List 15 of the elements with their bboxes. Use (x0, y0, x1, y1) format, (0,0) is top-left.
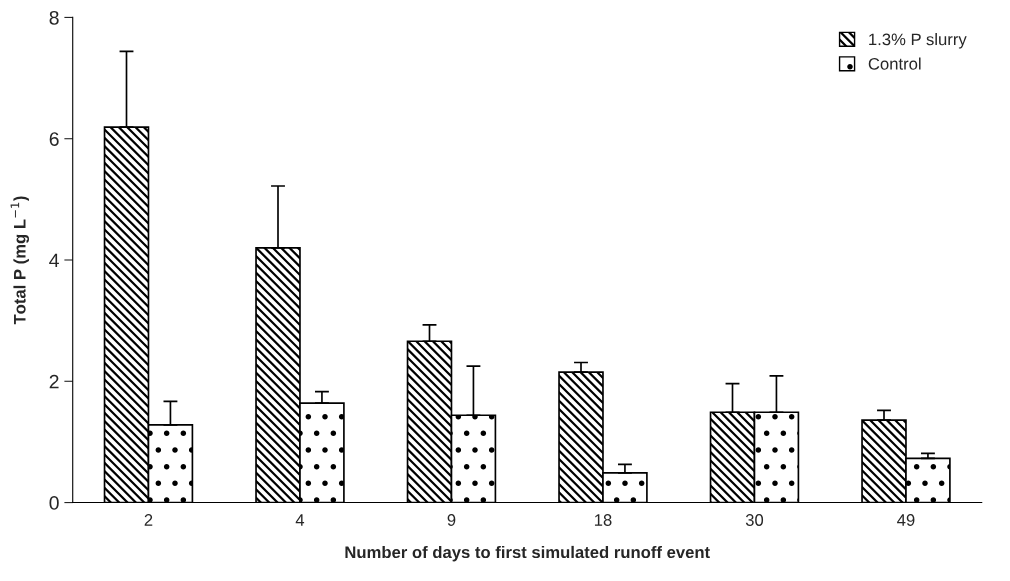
x-tick-label: 4 (295, 514, 305, 526)
y-tick-label: 4 (49, 253, 59, 268)
x-axis-title: Number of days to first simulated runoff event (345, 545, 710, 562)
y-tick-label: 0 (49, 496, 59, 510)
y-tick-label: 6 (49, 132, 59, 146)
x-tick-label: 18 (594, 514, 612, 526)
x-tick-label: 2 (144, 514, 153, 526)
y-axis-title: Total P (mg L$^{−1}$) (10, 196, 30, 325)
legend-label: 1.3% P slurry (869, 33, 967, 49)
y-tick-label: 8 (49, 10, 59, 25)
x-tick-label: 9 (447, 514, 456, 526)
x-tick-label: 30 (745, 514, 764, 526)
legend-label: Control (868, 57, 921, 70)
y-tick-label: 2 (49, 374, 59, 389)
x-tick-label: 49 (897, 514, 915, 526)
